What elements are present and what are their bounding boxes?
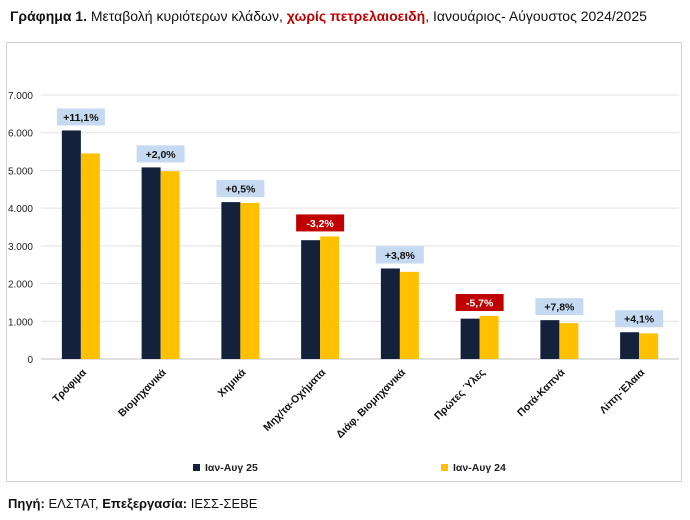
y-tick-label: 3.000 — [8, 242, 33, 253]
change-badge — [615, 310, 664, 328]
bar — [80, 153, 100, 359]
source-label: Πηγή: — [8, 496, 45, 511]
bar — [221, 202, 241, 359]
y-tick-label: 6.000 — [8, 129, 33, 140]
title-highlight: χωρίς πετρελαιοειδή — [286, 8, 426, 24]
change-label: -5,7% — [466, 298, 494, 310]
title-prefix: Γράφημα 1. — [10, 8, 87, 24]
category-label: Λίπη-Έλαια — [597, 366, 647, 416]
y-tick-label: 0 — [27, 355, 33, 366]
bar — [320, 236, 340, 359]
change-label: +4,1% — [624, 314, 655, 326]
bar — [301, 240, 321, 359]
change-badge — [216, 180, 265, 198]
y-tick-label: 4.000 — [8, 204, 33, 215]
title-part2: , Ιανουάριος- Αύγουστος 2024/2025 — [425, 8, 647, 24]
bar — [141, 167, 161, 359]
bar-chart: 0 1.000 2.000 3.000 4.000 5.000 6.000 7.000 +11,… — [8, 91, 679, 474]
bar — [559, 323, 579, 359]
bar — [620, 332, 640, 359]
source-value: ΕΛΣΤΑΤ, — [44, 496, 103, 511]
category-label: Χημικά — [215, 366, 248, 399]
change-badge — [375, 246, 424, 264]
category-label: Τρόφιμα — [50, 366, 89, 405]
y-tick-label: 1.000 — [8, 317, 33, 328]
chart-frame: 0 1.000 2.000 3.000 4.000 5.000 6.000 7.000 +11,… — [6, 42, 682, 482]
y-tick-label: 5.000 — [8, 166, 33, 177]
change-badge — [296, 214, 345, 232]
legend-swatch — [193, 464, 200, 471]
bar — [61, 130, 81, 359]
category-label: Βιομηχανικά — [116, 366, 169, 419]
category-label: Διάφ. Βιομηχανικά — [334, 366, 409, 441]
title-part1: Μεταβολή κυριότερων κλάδων, — [87, 8, 287, 24]
change-badge — [535, 298, 584, 316]
processing-label: Επεξεργασία: — [102, 496, 188, 511]
legend-label: Ιαν-Αυγ 25 — [205, 462, 258, 474]
bar — [479, 316, 499, 359]
bar — [540, 320, 560, 359]
y-tick-label: 2.000 — [8, 280, 33, 291]
change-label: +11,1% — [63, 112, 99, 124]
category-label: Ποτά-Καπνά — [515, 366, 568, 419]
bar — [380, 268, 400, 359]
change-badge — [455, 294, 504, 312]
change-label: +0,5% — [225, 184, 256, 196]
change-badge — [136, 145, 185, 163]
y-tick-label: 7.000 — [8, 91, 33, 102]
category-label: Μηχ/τα-Οχήματα — [261, 366, 328, 433]
change-badge — [56, 108, 105, 126]
bar — [460, 318, 480, 359]
chart-title: Γράφημα 1. Μεταβολή κυριότερων κλάδων, χ… — [10, 8, 647, 24]
bar — [399, 271, 419, 359]
legend-label: Ιαν-Αυγ 24 — [453, 462, 506, 474]
change-label: +7,8% — [544, 302, 575, 314]
bar — [240, 202, 260, 359]
change-label: -3,2% — [306, 218, 334, 230]
source-note: Πηγή: ΕΛΣΤΑΤ, Επεξεργασία: ΙΕΣΣ-ΣΕΒΕ — [8, 496, 257, 511]
processing-value: ΙΕΣΣ-ΣΕΒΕ — [187, 496, 258, 511]
legend-swatch — [441, 464, 448, 471]
change-label: +3,8% — [385, 250, 416, 262]
change-label: +2,0% — [146, 149, 177, 161]
bar — [639, 333, 659, 359]
category-label: Πρώτες Ύλες — [432, 366, 488, 422]
bar — [160, 171, 180, 359]
